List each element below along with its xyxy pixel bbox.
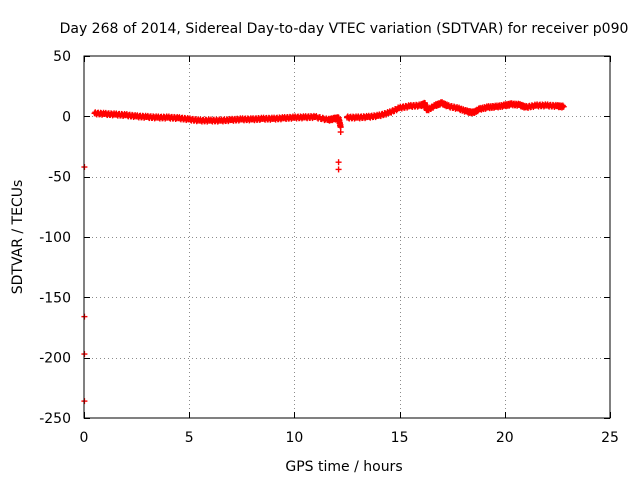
data-point [560,103,567,110]
y-tick-label: -100 [39,230,71,246]
data-point [335,159,342,166]
y-tick-label: 0 [62,109,71,125]
data-point [335,166,342,173]
x-tick-label: 25 [601,430,619,446]
x-tick-label: 10 [285,430,303,446]
data-point [337,123,344,130]
grid [84,56,610,418]
x-tick-label: 15 [391,430,409,446]
y-tick-label: 50 [53,49,71,65]
y-axis-label: SDTVAR / TECUs [10,180,26,295]
y-tick-label: -50 [48,170,71,186]
x-tick-labels: 0 5 10 15 20 25 [80,430,619,446]
y-tick-label: -200 [39,351,71,367]
chart-title: Day 268 of 2014, Sidereal Day-to-day VTE… [60,21,629,37]
y-tick-label: -250 [39,411,71,427]
x-tick-label: 5 [185,430,194,446]
x-tick-label: 0 [80,430,89,446]
data-points [81,99,567,405]
axis-ticks [84,56,611,419]
plot-frame [83,55,611,419]
x-axis-label: GPS time / hours [285,459,402,475]
y-tick-label: -150 [39,290,71,306]
y-tick-labels: 50 0 -50 -100 -150 -200 -250 [39,49,71,427]
x-tick-label: 20 [496,430,514,446]
data-point [337,129,344,136]
